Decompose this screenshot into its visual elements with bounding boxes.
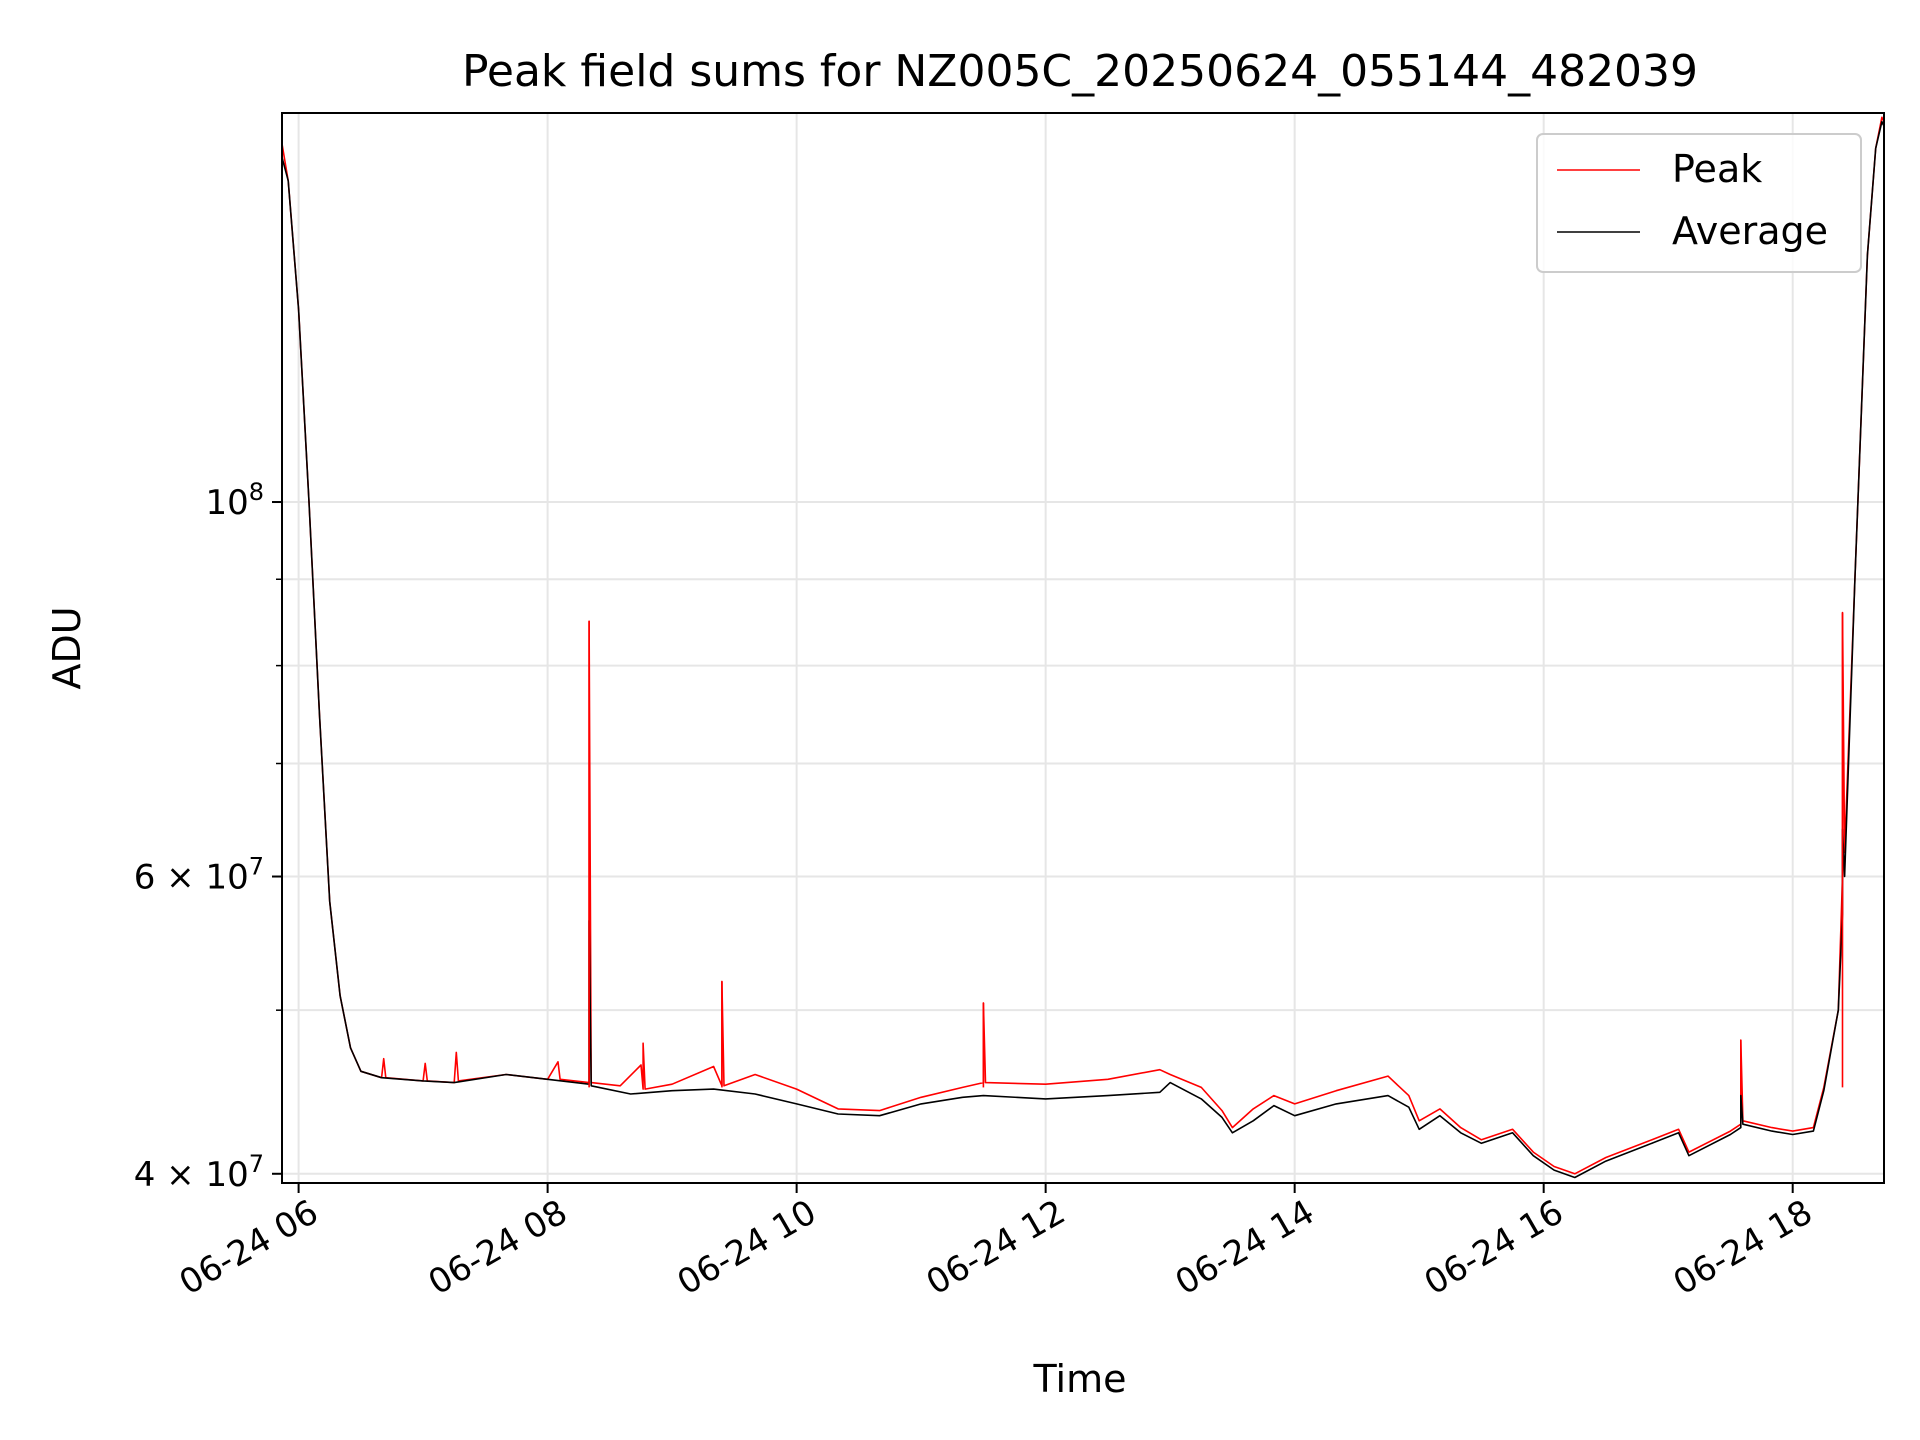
legend: Peak Average (1536, 133, 1862, 273)
plot-lines (281, 116, 1885, 1179)
legend-label-peak: Peak (1672, 147, 1762, 191)
x-axis-label: Time (1033, 1357, 1127, 1401)
legend-box (1536, 133, 1862, 273)
grid (282, 113, 1884, 1183)
y-tick-label: 4 × 107 (134, 1150, 264, 1195)
y-axis-label: ADU (45, 606, 89, 689)
y-tick-label: 6 × 107 (134, 853, 264, 898)
chart-title: Peak field sums for NZ005C_20250624_0551… (462, 46, 1698, 97)
plot-frame (281, 112, 1885, 1184)
legend-label-average: Average (1672, 209, 1828, 253)
series-line-average (281, 120, 1885, 1179)
